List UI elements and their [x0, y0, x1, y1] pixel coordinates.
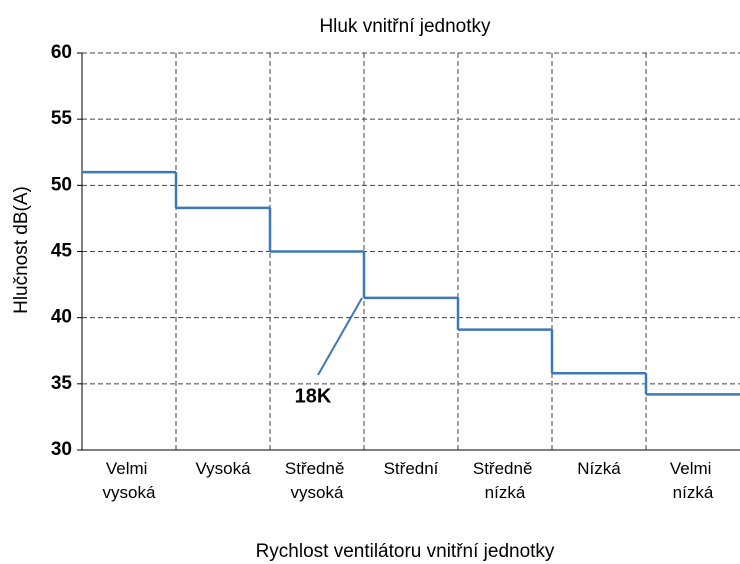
x-axis-label: Rychlost ventilátoru vnitřní jednotky — [256, 541, 555, 562]
y-tick-label: 30 — [51, 439, 72, 460]
y-tick-label: 45 — [51, 241, 73, 262]
x-tick-label: Nízká — [577, 459, 621, 478]
y-tick-label: 60 — [51, 42, 72, 63]
x-tick-label: Velmi nízká — [670, 459, 716, 502]
annotation-leader — [317, 297, 363, 376]
x-tick-label: Střední — [384, 459, 439, 478]
chart-title: Hluk vnitřní jednotky — [319, 16, 491, 37]
x-tick-label: Středně vysoká — [285, 459, 349, 502]
y-tick-label: 35 — [51, 373, 73, 394]
x-tick-label: Středně nízká — [473, 459, 537, 502]
x-tick-label: Vysoká — [195, 459, 251, 478]
annotation: 18K — [295, 385, 332, 407]
y-tick-label: 50 — [51, 174, 72, 195]
y-tick-label: 55 — [51, 108, 73, 129]
y-axis-label: Hlučnost dB(A) — [11, 186, 32, 314]
x-tick-label: Velmi vysoká — [103, 459, 156, 502]
y-tick-label: 40 — [51, 307, 72, 328]
